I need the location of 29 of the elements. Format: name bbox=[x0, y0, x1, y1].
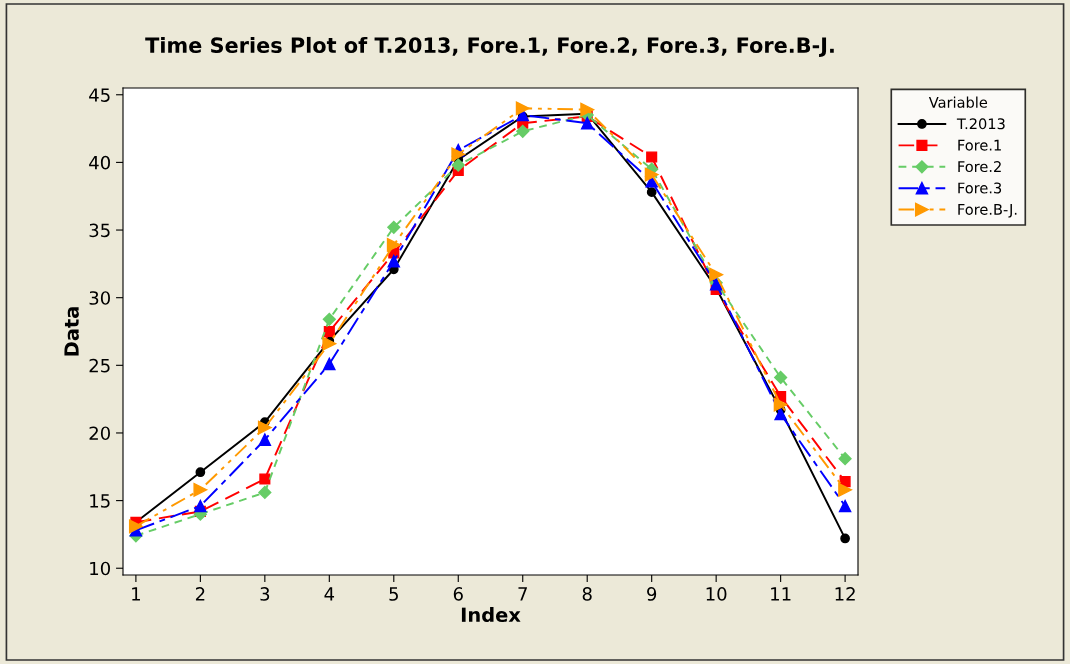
x-tick-label: 3 bbox=[260, 587, 270, 601]
x-tick-label: 10 bbox=[706, 587, 727, 601]
y-tick-label: 15 bbox=[90, 494, 110, 508]
y-tick-label: 45 bbox=[89, 88, 110, 102]
x-tick-label: 8 bbox=[582, 587, 592, 601]
y-tick-label: 10 bbox=[90, 561, 110, 576]
x-tick-label: 11 bbox=[771, 587, 791, 601]
x-axis-title: Index bbox=[461, 607, 521, 623]
legend-label: Fore.B-J. bbox=[958, 204, 1017, 218]
x-tick-label: 12 bbox=[835, 587, 855, 601]
x-tick-label: 9 bbox=[647, 587, 657, 601]
y-tick-label: 30 bbox=[89, 291, 110, 305]
x-tick-label: 2 bbox=[195, 587, 205, 601]
x-tick-label: 6 bbox=[453, 587, 463, 601]
legend-label: Fore.1 bbox=[958, 139, 1001, 151]
x-tick-label: 4 bbox=[324, 587, 335, 601]
legend-label: T.2013 bbox=[956, 118, 1005, 130]
y-axis-title: Data bbox=[64, 307, 79, 356]
legend-label: Fore.3 bbox=[958, 182, 1002, 194]
x-tick-label: 5 bbox=[389, 587, 398, 601]
x-tick-label: 1 bbox=[132, 587, 140, 601]
y-tick-label: 35 bbox=[89, 223, 110, 238]
x-tick-label: 7 bbox=[518, 587, 527, 601]
chart-title: Time Series Plot of T.2013, Fore.1, Fore.2, Fore.3, Fore.B-J. bbox=[145, 36, 834, 57]
y-tick-label: 20 bbox=[89, 426, 110, 441]
y-tick-label: 25 bbox=[89, 358, 110, 373]
legend-title: Variable bbox=[928, 96, 988, 108]
legend-label: Fore.2 bbox=[958, 161, 1001, 173]
y-tick-label: 40 bbox=[89, 155, 110, 170]
